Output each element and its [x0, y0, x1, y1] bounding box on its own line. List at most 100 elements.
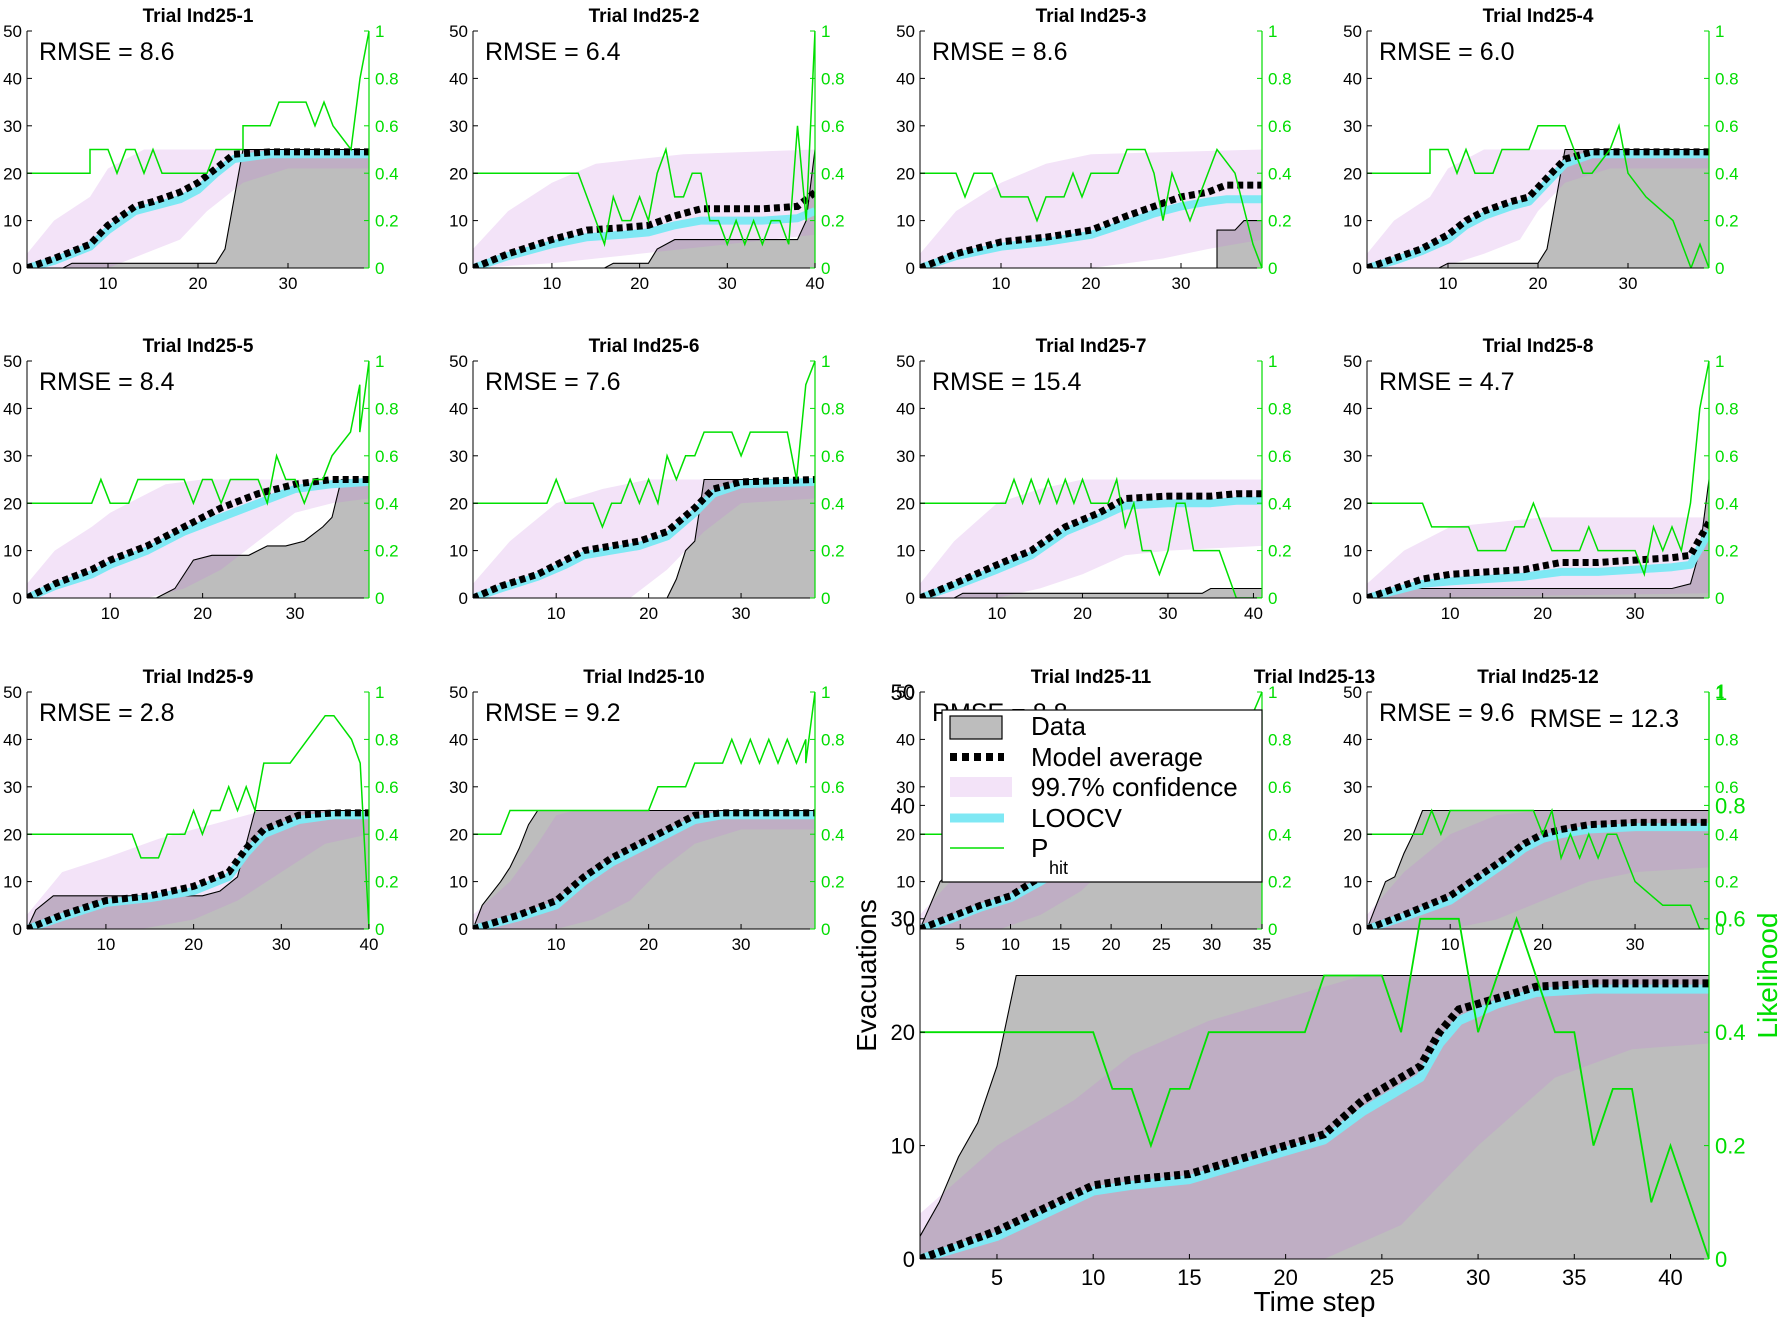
legend-label-phit-sub: hit [1049, 858, 1068, 878]
data-area [473, 149, 815, 268]
y-tick-label: 30 [1343, 117, 1362, 136]
y-right-tick-label: 0 [1268, 920, 1277, 939]
y-right-tick-label: 0.4 [821, 494, 845, 513]
y-tick-label: 20 [449, 494, 468, 513]
data-area [1367, 149, 1709, 268]
data-line [473, 149, 815, 268]
y-right-tick-label: 0 [821, 920, 830, 939]
y-tick-label: 10 [3, 873, 22, 892]
y-right-tick-label: 0 [1268, 589, 1277, 608]
rmse-label: RMSE = 2.8 [39, 699, 174, 727]
plot-area [27, 361, 369, 598]
y-right-tick-label: 0.4 [375, 494, 399, 513]
panel-8: 0 10 20 30 40 50 0 0.2 0.4 0.6 0.8 1 10 20 30 Trial Ind… [1343, 336, 1739, 623]
x-tick-label: 35 [1253, 935, 1272, 954]
y-tick-label: 20 [1343, 164, 1362, 183]
data-line [920, 974, 1709, 1237]
y-tick-label: 30 [1343, 447, 1362, 466]
y-tick-label: 50 [449, 22, 468, 41]
y-right-tick-label: 0 [1715, 589, 1724, 608]
y-tick-label: 20 [3, 494, 22, 513]
model-average-line [1367, 520, 1709, 598]
y-right-tick-label: 0.8 [1268, 731, 1292, 750]
y-right-tick-label: 1 [821, 22, 830, 41]
y-tick-label: 0 [903, 1247, 915, 1272]
x-tick-label: 10 [101, 604, 120, 623]
data-area [27, 479, 369, 598]
legend-label-phit: P [1031, 833, 1048, 863]
y-right-tick-label: 0.8 [821, 400, 845, 419]
y-right-tick-label: 0.2 [1715, 873, 1739, 892]
panel-title: Trial Ind25-3 [1036, 6, 1147, 27]
panel-1: 0 10 20 30 40 50 0 0.2 0.4 0.6 0.8 1 10 20 30 Trial Ind… [3, 6, 399, 293]
y-tick-label: 0 [459, 589, 468, 608]
y-right-tick-label: 0.2 [1715, 1134, 1746, 1159]
y-tick-label: 20 [3, 825, 22, 844]
y-right-tick-label: 1 [1715, 680, 1727, 705]
loocv-line [473, 207, 815, 268]
confidence-band [27, 479, 369, 598]
x-tick-label: 20 [189, 274, 208, 293]
y-right-tick-label: 1 [821, 683, 830, 702]
x-tick-label: 30 [1158, 604, 1177, 623]
model-average-line [920, 490, 1262, 598]
y-tick-label: 50 [449, 683, 468, 702]
phit-line [27, 361, 369, 506]
panel-title: Trial Ind25-5 [143, 336, 254, 357]
x-tick-label: 10 [1441, 935, 1460, 954]
rmse-label: RMSE = 8.6 [39, 38, 174, 66]
y-tick-label: 50 [3, 22, 22, 41]
data-line [27, 478, 369, 598]
x-tick-label: 10 [992, 274, 1011, 293]
data-area [27, 149, 369, 268]
y-tick-label: 20 [1343, 825, 1362, 844]
y-right-tick-label: 0.2 [1268, 873, 1292, 892]
x-tick-label: 30 [286, 604, 305, 623]
y-tick-label: 40 [3, 70, 22, 89]
rmse-label: RMSE = 6.4 [485, 38, 621, 66]
y-right-tick-label: 0 [375, 920, 384, 939]
panel-title: Trial Ind25-1 [143, 6, 254, 27]
y-tick-label: 50 [3, 683, 22, 702]
y-tick-label: 10 [1343, 212, 1362, 231]
plot-area [27, 714, 369, 929]
panel-6: 0 10 20 30 40 50 0 0.2 0.4 0.6 0.8 1 10 20 30 Trial Ind… [449, 336, 845, 623]
y-right-tick-label: 0.4 [375, 825, 399, 844]
phit-line [1367, 807, 1709, 929]
y-right-tick-label: 0.4 [1268, 164, 1292, 183]
y-right-tick-label: 0.8 [821, 70, 845, 89]
legend-label-model: Model average [1031, 742, 1203, 772]
panel-title: Trial Ind25-4 [1483, 6, 1594, 27]
y-right-tick-label: 1 [1268, 22, 1277, 41]
y-right-tick-label: 0.4 [1268, 825, 1292, 844]
y-tick-label: 10 [896, 212, 915, 231]
y-tick-label: 20 [891, 1020, 915, 1045]
y-right-tick-label: 1 [375, 22, 384, 41]
x-tick-label: 10 [1439, 274, 1458, 293]
y-right-tick-label: 0.4 [821, 825, 845, 844]
x-tick-label: 40 [1658, 1265, 1682, 1290]
y-tick-label: 10 [1343, 542, 1362, 561]
panel-title: Trial Ind25-13 [1254, 667, 1375, 688]
panel-3: 0 10 20 30 40 50 0 0.2 0.4 0.6 0.8 1 10 20 30 Trial Ind… [896, 6, 1292, 293]
panel-title: Trial Ind25-12 [1477, 667, 1598, 688]
y-tick-label: 40 [896, 731, 915, 750]
model-average-line [1367, 148, 1709, 268]
panel-2: 0 10 20 30 40 50 0 0.2 0.4 0.6 0.8 1 10 20 30 40 Trial I… [449, 6, 845, 293]
y-right-axis-label: Likelihood [1752, 912, 1783, 1038]
y-tick-label: 10 [449, 873, 468, 892]
x-tick-label: 5 [956, 935, 965, 954]
y-tick-label: 50 [3, 352, 22, 371]
y-tick-label: 40 [1343, 70, 1362, 89]
x-tick-label: 10 [1441, 604, 1460, 623]
y-tick-label: 0 [1353, 920, 1362, 939]
y-tick-label: 20 [896, 494, 915, 513]
y-right-tick-label: 0.8 [1715, 731, 1739, 750]
y-right-tick-label: 0 [1715, 1247, 1727, 1272]
y-axis-label: Evacuations [851, 899, 882, 1052]
y-right-tick-label: 0.6 [1715, 778, 1739, 797]
y-right-tick-label: 0.2 [375, 212, 399, 231]
y-tick-label: 50 [896, 352, 915, 371]
y-tick-label: 20 [449, 164, 468, 183]
